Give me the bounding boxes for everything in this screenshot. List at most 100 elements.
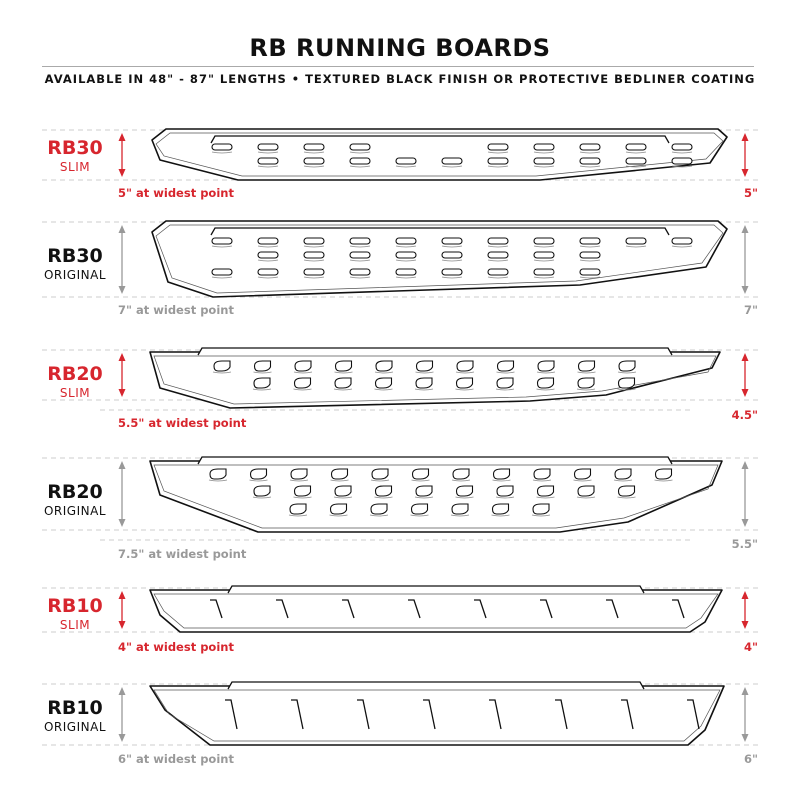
slot-hole	[349, 157, 371, 165]
d-shape-hole-shadow	[414, 388, 434, 391]
slot-hole-shadow	[579, 151, 601, 154]
slot-hole	[257, 268, 279, 276]
d-shape-hole-shadow	[329, 514, 348, 517]
slot-hole-shadow	[487, 259, 509, 262]
board-top-rail	[227, 585, 645, 594]
d-shape-hole	[334, 360, 353, 372]
slot-hole	[441, 237, 463, 245]
divider	[42, 66, 754, 67]
slot-hole-shadow	[441, 165, 463, 168]
d-shape-hole-shadow	[252, 388, 272, 391]
d-shape-hole	[456, 360, 474, 372]
height-arrow-right-head-up	[741, 591, 749, 599]
slot-hole-shadow	[303, 245, 325, 248]
slot-hole	[257, 251, 279, 259]
d-shape-hole-shadow	[492, 479, 511, 482]
d-shape-hole	[452, 468, 470, 480]
board-inner-edge	[153, 593, 719, 629]
d-shape-hole-shadow	[374, 496, 393, 499]
d-shape-hole-shadow	[374, 371, 394, 374]
d-shape-hole-shadow	[576, 496, 596, 499]
end-height-label: 5.5"	[731, 537, 758, 551]
slot-hole	[257, 157, 279, 165]
slot-hole-shadow	[487, 151, 509, 154]
d-shape-hole-shadow	[495, 496, 515, 499]
d-shape-hole-shadow	[293, 388, 312, 391]
d-shape-hole-shadow	[249, 479, 268, 482]
d-shape-hole-shadow	[531, 514, 551, 517]
d-shape-hole	[617, 485, 636, 497]
slash-cutout	[540, 599, 553, 619]
d-shape-hole-shadow	[451, 479, 471, 482]
slot-hole	[303, 268, 325, 276]
d-shape-hole	[532, 503, 550, 515]
d-shape-hole	[614, 468, 632, 480]
slash-cutout	[687, 699, 700, 730]
slot-hole	[211, 143, 233, 151]
slot-hole	[487, 157, 509, 165]
slot-hole	[533, 157, 555, 165]
slot-hole	[441, 157, 463, 165]
slot-hole	[211, 237, 233, 245]
d-shape-hole	[371, 468, 389, 480]
slot-hole-shadow	[257, 165, 279, 168]
slash-cutout	[423, 699, 436, 730]
d-shape-hole-shadow	[654, 479, 673, 482]
d-shape-hole	[415, 360, 434, 372]
height-arrow-left-head-down	[118, 169, 126, 177]
d-shape-hole	[455, 377, 474, 389]
d-shape-hole	[375, 360, 393, 372]
d-shape-hole	[253, 485, 271, 497]
d-shape-hole	[618, 360, 636, 372]
slot-hole	[211, 268, 233, 276]
end-height-label: 4"	[744, 640, 758, 654]
d-shape-hole	[213, 360, 231, 372]
slot-hole	[395, 237, 417, 245]
slash-cutout	[357, 699, 370, 730]
d-shape-hole	[290, 468, 308, 480]
d-shape-hole-shadow	[617, 388, 636, 391]
d-shape-hole-shadow	[496, 371, 515, 374]
slot-hole	[671, 143, 693, 151]
widest-point-label: 4" at widest point	[118, 640, 234, 654]
board-top-rail	[227, 681, 645, 690]
end-height-label: 7"	[744, 303, 758, 317]
d-shape-hole	[370, 503, 388, 515]
d-shape-hole-shadow	[455, 388, 474, 391]
slash-cutout	[291, 699, 304, 730]
board-inner-edge	[153, 689, 721, 742]
slot-hole	[487, 268, 509, 276]
d-shape-hole	[577, 485, 595, 497]
slot-hole-shadow	[487, 276, 509, 279]
model-variant: SLIM	[59, 160, 91, 174]
height-arrow-right-head-down	[741, 169, 749, 177]
slot-hole	[395, 157, 417, 165]
slot-hole-shadow	[441, 245, 463, 248]
d-shape-hole-shadow	[536, 388, 555, 391]
model-variant: ORIGINAL	[43, 504, 107, 518]
slot-hole	[441, 268, 463, 276]
slot-hole	[487, 237, 509, 245]
slot-hole-shadow	[303, 259, 325, 262]
d-shape-hole-shadow	[536, 496, 555, 499]
d-shape-hole-shadow	[536, 371, 556, 374]
slot-hole-shadow	[533, 259, 555, 262]
slot-hole-shadow	[395, 165, 417, 168]
board-inner-edge	[153, 464, 719, 529]
d-shape-hole-shadow	[577, 371, 596, 374]
board-top-rail	[197, 347, 673, 356]
d-shape-hole	[334, 485, 352, 497]
model-variant: ORIGINAL	[43, 720, 107, 734]
model-name: RB20	[47, 481, 103, 503]
d-shape-hole	[411, 468, 430, 480]
d-shape-hole-shadow	[576, 388, 596, 391]
slot-hole	[395, 268, 417, 276]
slot-hole-shadow	[671, 151, 693, 154]
d-shape-hole-shadow	[617, 496, 636, 499]
height-arrow-right-head-down	[741, 286, 749, 294]
d-shape-hole-shadow	[414, 496, 434, 499]
height-arrow-left-head-up	[118, 225, 126, 233]
d-shape-hole-shadow	[208, 479, 228, 482]
d-shape-hole	[492, 468, 511, 480]
slot-hole-shadow	[533, 151, 555, 154]
